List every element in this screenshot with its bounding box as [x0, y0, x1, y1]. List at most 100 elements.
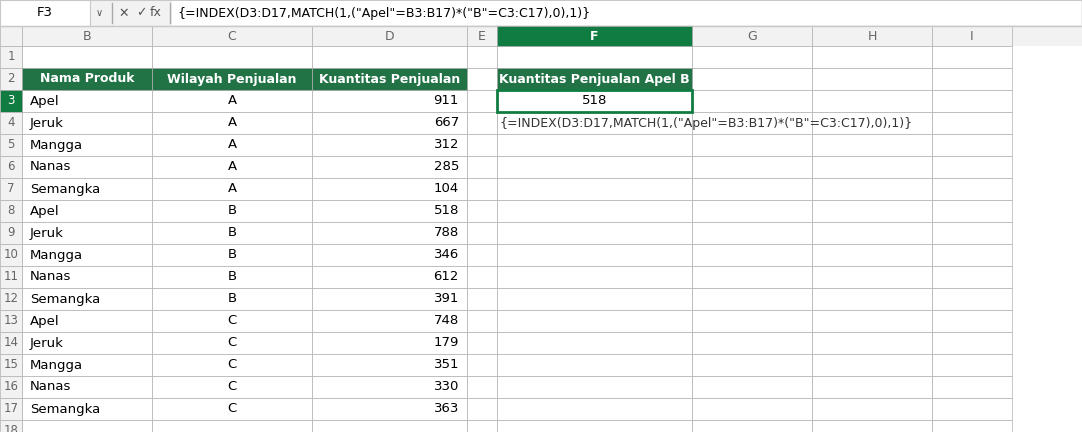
Text: 179: 179	[434, 337, 459, 349]
Text: Apel: Apel	[30, 204, 60, 217]
Text: 5: 5	[8, 139, 15, 152]
Bar	[312, 46, 467, 68]
Bar	[22, 354, 151, 376]
Text: A: A	[227, 182, 237, 196]
Bar	[692, 46, 812, 68]
Text: 7: 7	[8, 182, 15, 196]
Bar	[22, 26, 151, 46]
Bar	[497, 200, 692, 222]
Bar	[151, 288, 312, 310]
Bar	[312, 244, 467, 266]
Text: 612: 612	[434, 270, 459, 283]
Bar	[151, 68, 312, 90]
Text: 911: 911	[434, 95, 459, 108]
Bar	[467, 156, 497, 178]
Bar	[812, 200, 932, 222]
Text: I: I	[971, 29, 974, 42]
Bar	[151, 222, 312, 244]
Bar	[22, 112, 151, 134]
Bar	[467, 90, 497, 112]
Bar	[151, 112, 312, 134]
Text: 391: 391	[434, 292, 459, 305]
Bar	[151, 90, 312, 112]
Bar	[0, 288, 22, 310]
Bar	[151, 178, 312, 200]
Bar	[312, 178, 467, 200]
Bar	[22, 134, 151, 156]
Bar	[312, 288, 467, 310]
Text: 6: 6	[8, 161, 15, 174]
Bar	[692, 26, 812, 46]
Text: E: E	[478, 29, 486, 42]
Bar	[22, 156, 151, 178]
Bar	[497, 26, 692, 46]
Bar	[312, 156, 467, 178]
Bar	[812, 420, 932, 432]
Bar	[312, 68, 467, 90]
Bar	[0, 46, 22, 68]
Bar	[151, 266, 312, 288]
Bar	[312, 332, 467, 354]
Text: B: B	[227, 270, 237, 283]
Text: A: A	[227, 139, 237, 152]
Text: ∨: ∨	[96, 8, 103, 18]
Bar	[151, 420, 312, 432]
Bar	[932, 354, 1012, 376]
Text: 667: 667	[434, 117, 459, 130]
Bar	[151, 398, 312, 420]
Text: B: B	[227, 226, 237, 239]
Text: D: D	[385, 29, 394, 42]
Bar	[932, 68, 1012, 90]
Bar	[151, 354, 312, 376]
Bar	[22, 222, 151, 244]
Bar	[932, 244, 1012, 266]
Text: 1: 1	[8, 51, 15, 64]
Bar	[497, 332, 692, 354]
Bar	[692, 112, 812, 134]
Bar	[0, 200, 22, 222]
Text: C: C	[227, 403, 237, 416]
Text: 518: 518	[582, 95, 607, 108]
Bar	[692, 398, 812, 420]
Text: Semangka: Semangka	[30, 403, 101, 416]
Text: 788: 788	[434, 226, 459, 239]
Text: Kuantitas Penjualan Apel B: Kuantitas Penjualan Apel B	[499, 73, 690, 86]
Bar	[0, 134, 22, 156]
Text: {=INDEX(D3:D17,MATCH(1,("Apel"=B3:B17)*("B"=C3:C17),0),1)}: {=INDEX(D3:D17,MATCH(1,("Apel"=B3:B17)*(…	[177, 6, 590, 19]
Bar	[497, 420, 692, 432]
Text: Nanas: Nanas	[30, 381, 71, 394]
Text: Nama Produk: Nama Produk	[40, 73, 134, 86]
Bar	[22, 332, 151, 354]
Bar	[812, 156, 932, 178]
Bar	[932, 112, 1012, 134]
Text: 9: 9	[8, 226, 15, 239]
Bar	[151, 156, 312, 178]
Bar	[467, 222, 497, 244]
Bar	[22, 68, 151, 90]
Text: Apel: Apel	[30, 314, 60, 327]
Bar	[692, 156, 812, 178]
Text: 363: 363	[434, 403, 459, 416]
Bar	[812, 68, 932, 90]
Bar	[692, 222, 812, 244]
Text: Mangga: Mangga	[30, 139, 83, 152]
Bar	[812, 46, 932, 68]
Bar	[151, 376, 312, 398]
Bar	[151, 26, 312, 46]
Bar	[151, 332, 312, 354]
Text: H: H	[868, 29, 876, 42]
Text: F3: F3	[37, 6, 53, 19]
Bar	[22, 310, 151, 332]
Text: 285: 285	[434, 161, 459, 174]
Bar	[22, 178, 151, 200]
Bar	[497, 222, 692, 244]
Bar	[312, 134, 467, 156]
Bar	[0, 26, 22, 46]
Text: Jeruk: Jeruk	[30, 337, 64, 349]
Text: Mangga: Mangga	[30, 359, 83, 372]
Bar	[0, 376, 22, 398]
Bar	[497, 46, 692, 68]
Bar	[467, 310, 497, 332]
Text: 104: 104	[434, 182, 459, 196]
Bar	[467, 178, 497, 200]
